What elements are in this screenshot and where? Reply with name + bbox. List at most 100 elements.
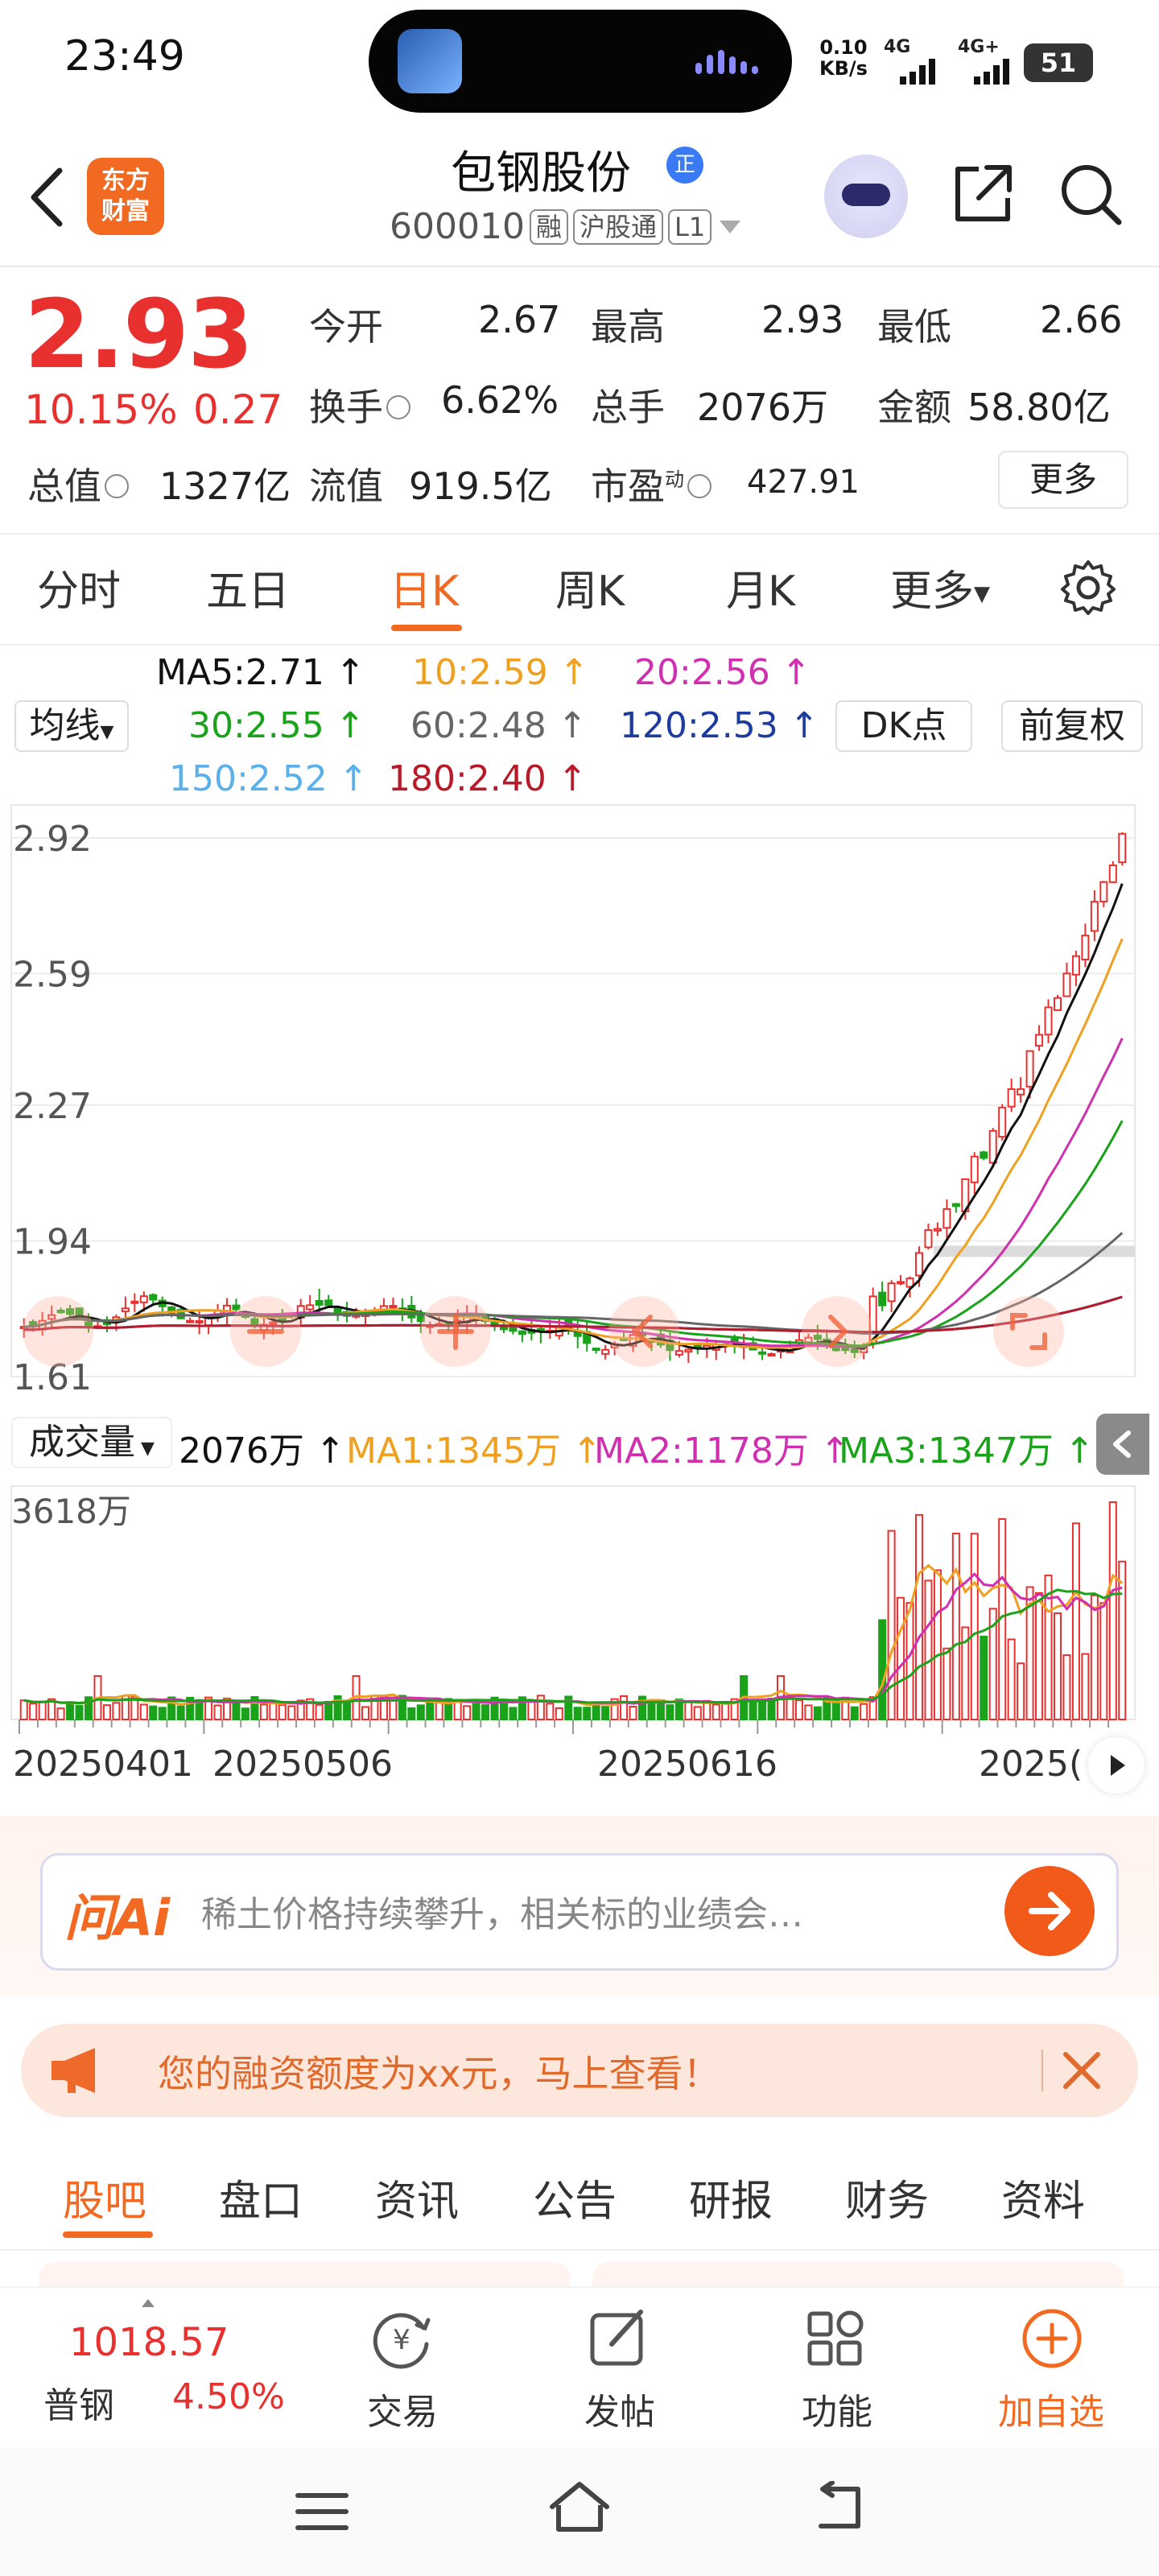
candle-body [519,1331,526,1335]
gear-icon[interactable] [1059,559,1117,617]
volume-bar [759,1702,765,1719]
plus-control-icon[interactable] [420,1296,491,1367]
ai-submit-button[interactable] [1004,1866,1095,1956]
tab-daily-k[interactable]: 日K [390,557,459,617]
indicator-type-select[interactable]: 均线▼ [14,700,129,752]
close-icon[interactable] [1056,2045,1107,2096]
post-icon[interactable] [584,2304,654,2373]
ai-assistant-avatar[interactable] [824,155,908,238]
tab-monthly-k[interactable]: 月K [726,557,795,617]
tab-announcements[interactable]: 公告 [533,2167,617,2227]
volume-bar [178,1707,184,1719]
post-label[interactable]: 发帖 [571,2383,668,2434]
functions-label[interactable]: 功能 [789,2383,885,2434]
add-watchlist-label[interactable]: 加自选 [982,2383,1120,2434]
margin-tag: 融 [530,209,568,245]
candle-body [196,1321,203,1323]
tab-more[interactable]: 更多▼ [890,557,990,617]
dynamic-island[interactable] [369,10,792,113]
expand-control-icon[interactable] [993,1296,1064,1367]
turnover-label[interactable]: 换手 [309,378,414,431]
functions-icon[interactable] [802,2304,871,2373]
menu-icon[interactable] [295,2489,351,2534]
tab-weekly-k[interactable]: 周K [555,557,625,617]
volume-bar [408,1708,415,1719]
back-gesture-icon[interactable] [808,2481,869,2534]
home-icon[interactable] [547,2479,612,2536]
stock-code-row[interactable]: 600010 融 沪股通 L1 [390,206,744,247]
volume-bar [1119,1562,1125,1719]
app-logo[interactable]: 东方 财富 [87,158,164,235]
tab-intraday[interactable]: 分时 [37,557,121,617]
sector-index-value[interactable]: 1018.57 [69,2320,229,2365]
kline-chart[interactable]: 2.92 2.59 2.27 1.94 1.61 [0,797,1159,1409]
ai-prompt-text[interactable]: 稀土价格持续攀升，相关标的业绩会… [201,1885,803,1937]
volume-bar [556,1708,563,1719]
search-icon[interactable] [1054,158,1127,230]
tab-order-book[interactable]: 盘口 [219,2167,303,2227]
left-control-icon[interactable] [608,1296,679,1367]
add-watchlist-icon[interactable] [1017,2304,1087,2373]
tab-forum[interactable]: 股吧 [63,2167,146,2227]
sector-index-name[interactable]: 普钢 [43,2376,114,2428]
candle-body [759,1352,765,1354]
battery-icon: 51 [1024,43,1093,82]
candle-body [769,1354,775,1356]
volume-bar [980,1637,987,1719]
candle-body [676,1351,683,1355]
collapse-panel-button[interactable] [1096,1414,1149,1475]
svg-text:¥: ¥ [393,2324,410,2356]
candle-body [879,1293,885,1306]
ma30-value: 30:2.55 ↑ [188,705,365,746]
volume-bar [786,1698,793,1719]
volume-bar [1100,1603,1107,1719]
net-speed-value: 0.10 [819,37,868,58]
play-right-icon [1088,1737,1145,1794]
volume-bar [805,1705,811,1719]
promo-text[interactable]: 您的融资额度为xx元，马上查看！ [158,2045,720,2098]
date-tick: 20250616 [597,1744,777,1785]
trade-label[interactable]: 交易 [354,2383,451,2434]
tab-research[interactable]: 研报 [689,2167,773,2227]
ma180-value: 180:2.40 ↑ [388,758,588,799]
minus-control-icon[interactable] [230,1296,301,1367]
candle-body [316,1301,323,1305]
sector-index-pct[interactable]: 4.50% [172,2376,285,2417]
dk-point-button[interactable]: DK点 [835,700,972,752]
zoom-control-icon[interactable] [23,1296,93,1367]
candle-body [307,1305,313,1309]
volume-bar [621,1696,627,1719]
candle-body [1073,956,1079,975]
volume-bar [1036,1593,1042,1719]
candle-body [1017,1089,1024,1095]
info-icon [687,474,711,498]
adjust-mode-button[interactable]: 前复权 [1001,700,1143,752]
tab-five-day[interactable]: 五日 [206,557,290,617]
volume-indicator-select[interactable]: 成交量 ▼ [11,1417,172,1468]
volume-value: 2076万 [697,378,828,431]
megaphone-icon [48,2045,105,2096]
music-app-icon [398,29,462,93]
scroll-right-button[interactable] [1088,1737,1145,1794]
back-arrow-icon[interactable] [23,161,71,233]
tab-news[interactable]: 资讯 [375,2167,459,2227]
share-icon[interactable] [947,158,1019,230]
pe-label[interactable]: 市盈动 [591,457,715,510]
mktcap-label[interactable]: 总值 [27,457,132,510]
tab-profile[interactable]: 资料 [1001,2167,1085,2227]
right-control-icon[interactable] [802,1296,872,1367]
candle-body [980,1152,987,1158]
volume-bar [39,1702,46,1719]
candle-body [695,1345,701,1347]
tab-financials[interactable]: 财务 [845,2167,929,2227]
candle-body [1008,1089,1015,1107]
trade-icon[interactable]: ¥ [367,2304,436,2373]
volume-bar [815,1707,821,1719]
volume-chart[interactable]: 3618万 [0,1478,1159,1739]
logo-text-line2: 财富 [87,196,164,227]
candle-body [971,1157,978,1183]
volume-bar [971,1534,978,1719]
volume-bar [261,1704,267,1719]
active-tab-indicator [391,625,462,631]
more-quote-button[interactable]: 更多 [998,451,1128,509]
